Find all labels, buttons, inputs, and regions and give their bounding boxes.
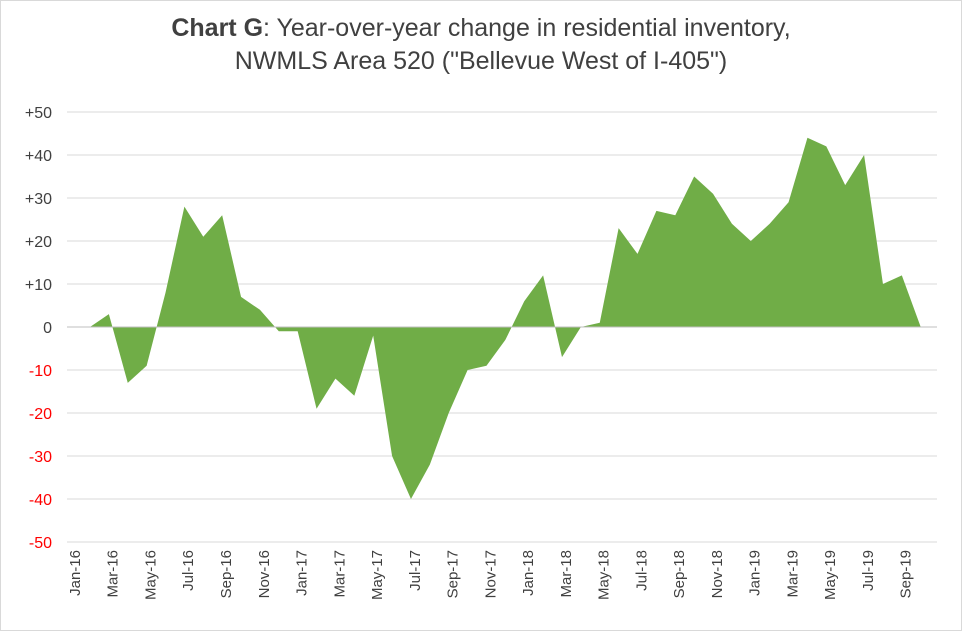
x-tick-label: Mar-16: [105, 550, 122, 598]
x-tick-label: Jul-16: [180, 550, 197, 591]
y-tick-label: -20: [29, 406, 52, 423]
series-area: [90, 137, 940, 500]
x-tick-label: May-19: [822, 550, 839, 600]
x-tick-label: Sep-17: [445, 550, 462, 598]
chart-title-rest: : Year-over-year change in residential i…: [263, 14, 791, 42]
y-tick-label: -10: [29, 363, 52, 380]
x-tick-label: Nov-16: [256, 550, 273, 598]
x-tick-label: Sep-19: [898, 550, 915, 598]
y-tick-label: +50: [25, 105, 52, 122]
y-tick-label: -40: [29, 492, 52, 509]
x-tick-label: Jan-18: [520, 550, 537, 596]
y-tick-label: -50: [29, 535, 52, 552]
x-tick-label: Mar-17: [331, 550, 348, 598]
x-tick-label: Mar-18: [558, 550, 575, 598]
x-tick-label: Jan-17: [294, 550, 311, 596]
y-tick-label: +40: [25, 148, 52, 165]
x-tick-label: Nov-18: [709, 550, 726, 598]
y-axis-tick-labels: +50 +40 +30 +20 +10 0 -10 -20 -30 -40 -50: [25, 105, 52, 552]
chart-title: Chart G: Year-over-year change in reside…: [0, 12, 962, 78]
y-tick-label: +20: [25, 234, 52, 251]
x-tick-label: Jan-19: [747, 550, 764, 596]
x-tick-label: Jul-19: [860, 550, 877, 591]
y-tick-label: 0: [43, 320, 52, 337]
x-tick-label: Sep-16: [218, 550, 235, 598]
chart-title-bold: Chart G: [171, 14, 264, 42]
series-area-group: [89, 137, 940, 500]
x-tick-label: May-16: [142, 550, 159, 600]
x-tick-label: Sep-18: [671, 550, 688, 598]
y-tick-label: +30: [25, 191, 52, 208]
x-tick-label: Jan-16: [67, 550, 84, 596]
x-tick-label: Mar-19: [784, 550, 801, 598]
y-tick-label: +10: [25, 277, 52, 294]
x-tick-label: Nov-17: [482, 550, 499, 598]
x-tick-label: Jul-18: [633, 550, 650, 591]
x-tick-label: May-18: [596, 550, 613, 600]
chart-title-line2: NWMLS Area 520 ("Bellevue West of I-405"…: [234, 47, 728, 75]
x-axis-tick-labels: Jan-16 Mar-16 May-16 Jul-16 Sep-16 Nov-16 Jan-…: [67, 550, 915, 600]
x-tick-label: May-17: [369, 550, 386, 600]
x-tick-label: Jul-17: [407, 550, 424, 591]
y-tick-label: -30: [29, 449, 52, 466]
